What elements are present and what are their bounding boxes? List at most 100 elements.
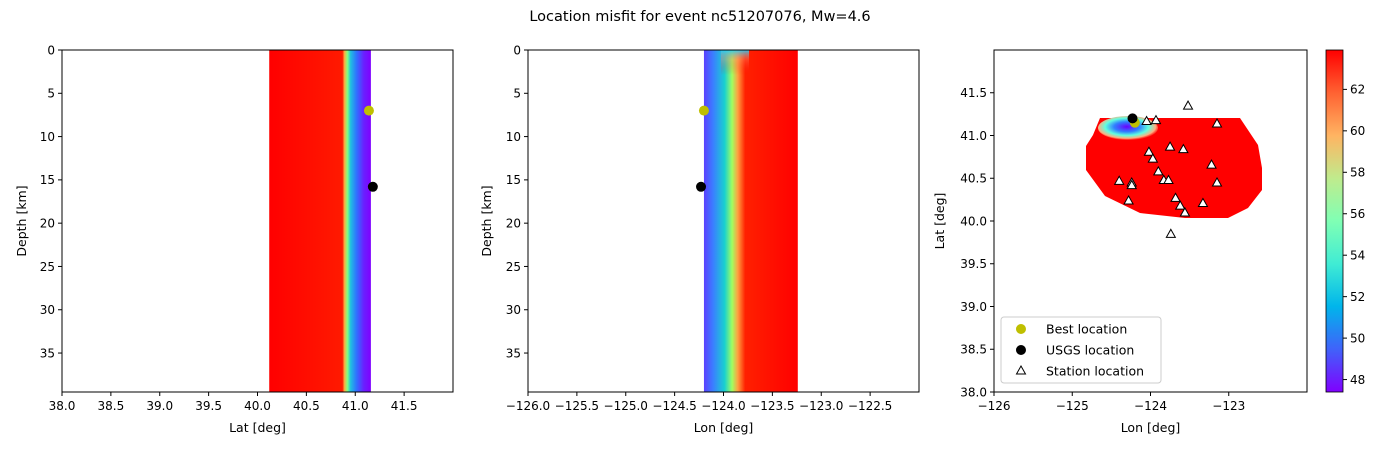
x-tick-label: −126.0	[506, 399, 550, 413]
y-tick-label: 15	[506, 173, 521, 187]
x-tick-label: −123	[1212, 399, 1245, 413]
y-tick-label: 5	[513, 87, 521, 101]
legend-box	[1000, 316, 1162, 384]
station-marker	[1141, 115, 1152, 125]
station-marker	[1179, 206, 1191, 217]
x-tick-label: 40.5	[293, 399, 320, 413]
misfit-field	[1086, 118, 1262, 218]
y-tick-label: 20	[506, 216, 521, 230]
y-tick-label: 5	[47, 87, 55, 101]
y-tick-label: 40.5	[960, 172, 987, 186]
x-axis-label: Lon [deg]	[1121, 420, 1181, 435]
legend-label-best: Best location	[1046, 322, 1127, 337]
panel-lon-depth: −126.0 −125.5 −125.0 −124.5 −124.0 −123.5 −123…	[479, 43, 920, 435]
y-ticks: 0 5 10 15 20 25 30 35	[40, 43, 62, 360]
legend-marker-usgs	[1016, 345, 1026, 355]
colorbar-tick-label: 56	[1350, 207, 1365, 221]
colorbar-tick-label: 52	[1350, 290, 1365, 304]
y-axis-label: Depth [km]	[14, 185, 29, 256]
station-markers	[1113, 100, 1223, 238]
station-marker	[1211, 177, 1223, 187]
x-tick-label: 39.0	[146, 399, 173, 413]
station-marker	[1170, 192, 1181, 202]
y-tick-label: 41.5	[960, 86, 987, 100]
x-tick-label: −123.5	[750, 399, 794, 413]
legend-marker-best	[1016, 324, 1026, 334]
x-tick-label: −124	[1134, 399, 1167, 413]
y-tick-label: 38.0	[960, 385, 987, 399]
x-tick-label: −124.5	[652, 399, 696, 413]
panel-lat-depth: 38.0 38.5 39.0 39.5 40.0 40.5 41.0 41.5 0 5 10 15 2…	[14, 43, 454, 435]
points	[1127, 113, 1140, 128]
misfit-field	[269, 50, 371, 392]
station-marker	[1163, 174, 1174, 184]
station-marker	[1126, 179, 1138, 190]
y-axis-label: Depth [km]	[479, 185, 494, 256]
y-tick-label: 35	[506, 346, 521, 360]
colorbar: 48 50 52 54 56 58 60 62	[1325, 49, 1365, 393]
misfit-field	[703, 50, 798, 392]
x-tick-label: −124.0	[701, 399, 745, 413]
y-tick-label: 15	[40, 173, 55, 187]
y-tick-label: 20	[40, 216, 55, 230]
colorbar-tick-label: 54	[1350, 249, 1365, 263]
x-ticks: −126 −125 −124 −123	[978, 392, 1245, 413]
colorbar-tick-label: 48	[1350, 373, 1365, 387]
x-axis-label: Lon [deg]	[694, 420, 754, 435]
y-ticks: 0 5 10 15 20 25 30 35	[506, 43, 528, 360]
x-ticks: −126.0 −125.5 −125.0 −124.5 −124.0 −123.5 −123…	[506, 392, 892, 413]
figure-title: Location misfit for event nc51207076, Mw…	[529, 9, 870, 25]
x-tick-label: −122.5	[848, 399, 892, 413]
y-tick-label: 0	[47, 43, 55, 57]
y-axis-label: Lat [deg]	[932, 193, 947, 250]
location-point	[698, 105, 709, 116]
legend-label-usgs: USGS location	[1046, 343, 1134, 358]
y-tick-label: 25	[40, 260, 55, 274]
y-tick-label: 30	[506, 303, 521, 317]
x-tick-label: 39.5	[195, 399, 222, 413]
colorbar-gradient	[1325, 49, 1344, 393]
colorbar-tick-label: 62	[1350, 83, 1365, 97]
colorbar-tick-label: 50	[1350, 331, 1365, 345]
y-tick-label: 38.5	[960, 343, 987, 357]
x-tick-label: 40.0	[244, 399, 271, 413]
station-marker	[1197, 197, 1209, 208]
station-marker	[1147, 153, 1159, 163]
y-tick-label: 40.0	[960, 214, 987, 228]
location-point	[367, 181, 378, 192]
y-tick-label: 25	[506, 260, 521, 274]
colorbar-tick-label: 60	[1350, 124, 1365, 138]
y-tick-label: 10	[40, 130, 55, 144]
y-tick-label: 0	[513, 43, 521, 57]
station-marker	[1206, 159, 1217, 169]
x-tick-label: −123.0	[799, 399, 843, 413]
usgs-location-point	[1127, 113, 1138, 124]
x-tick-label: −126	[978, 399, 1011, 413]
y-tick-label: 30	[40, 303, 55, 317]
x-tick-label: −125.0	[604, 399, 648, 413]
station-marker	[1164, 141, 1176, 151]
panel-lon-lat: −126 −125 −124 −123 38.0 38.5 39.0 39.5 40.0 40.…	[932, 49, 1308, 435]
station-marker	[1165, 228, 1177, 238]
y-tick-label: 41.0	[960, 129, 987, 143]
x-axis-label: Lat [deg]	[229, 420, 286, 435]
y-tick-label: 39.5	[960, 257, 987, 271]
station-marker	[1123, 194, 1134, 205]
legend-marker-station	[1015, 364, 1027, 375]
colorbar-ticks: 48 50 52 54 56 58 60 62	[1343, 83, 1365, 387]
station-marker	[1152, 165, 1164, 176]
station-marker	[1178, 143, 1189, 154]
x-tick-label: 41.5	[391, 399, 418, 413]
points	[696, 105, 709, 192]
x-ticks: 38.0 38.5 39.0 39.5 40.0 40.5 41.0 41.5	[49, 392, 418, 413]
misfit-field-top	[720, 50, 749, 75]
legend: Best location USGS location Station loca…	[1000, 316, 1162, 384]
colorbar-tick-label: 58	[1350, 166, 1365, 180]
y-tick-label: 39.0	[960, 300, 987, 314]
y-ticks: 38.0 38.5 39.0 39.5 40.0 40.5 41.0 41.5	[960, 86, 994, 399]
location-point	[363, 105, 374, 116]
station-marker	[1174, 200, 1186, 210]
y-tick-label: 35	[40, 346, 55, 360]
x-tick-label: 38.0	[49, 399, 76, 413]
